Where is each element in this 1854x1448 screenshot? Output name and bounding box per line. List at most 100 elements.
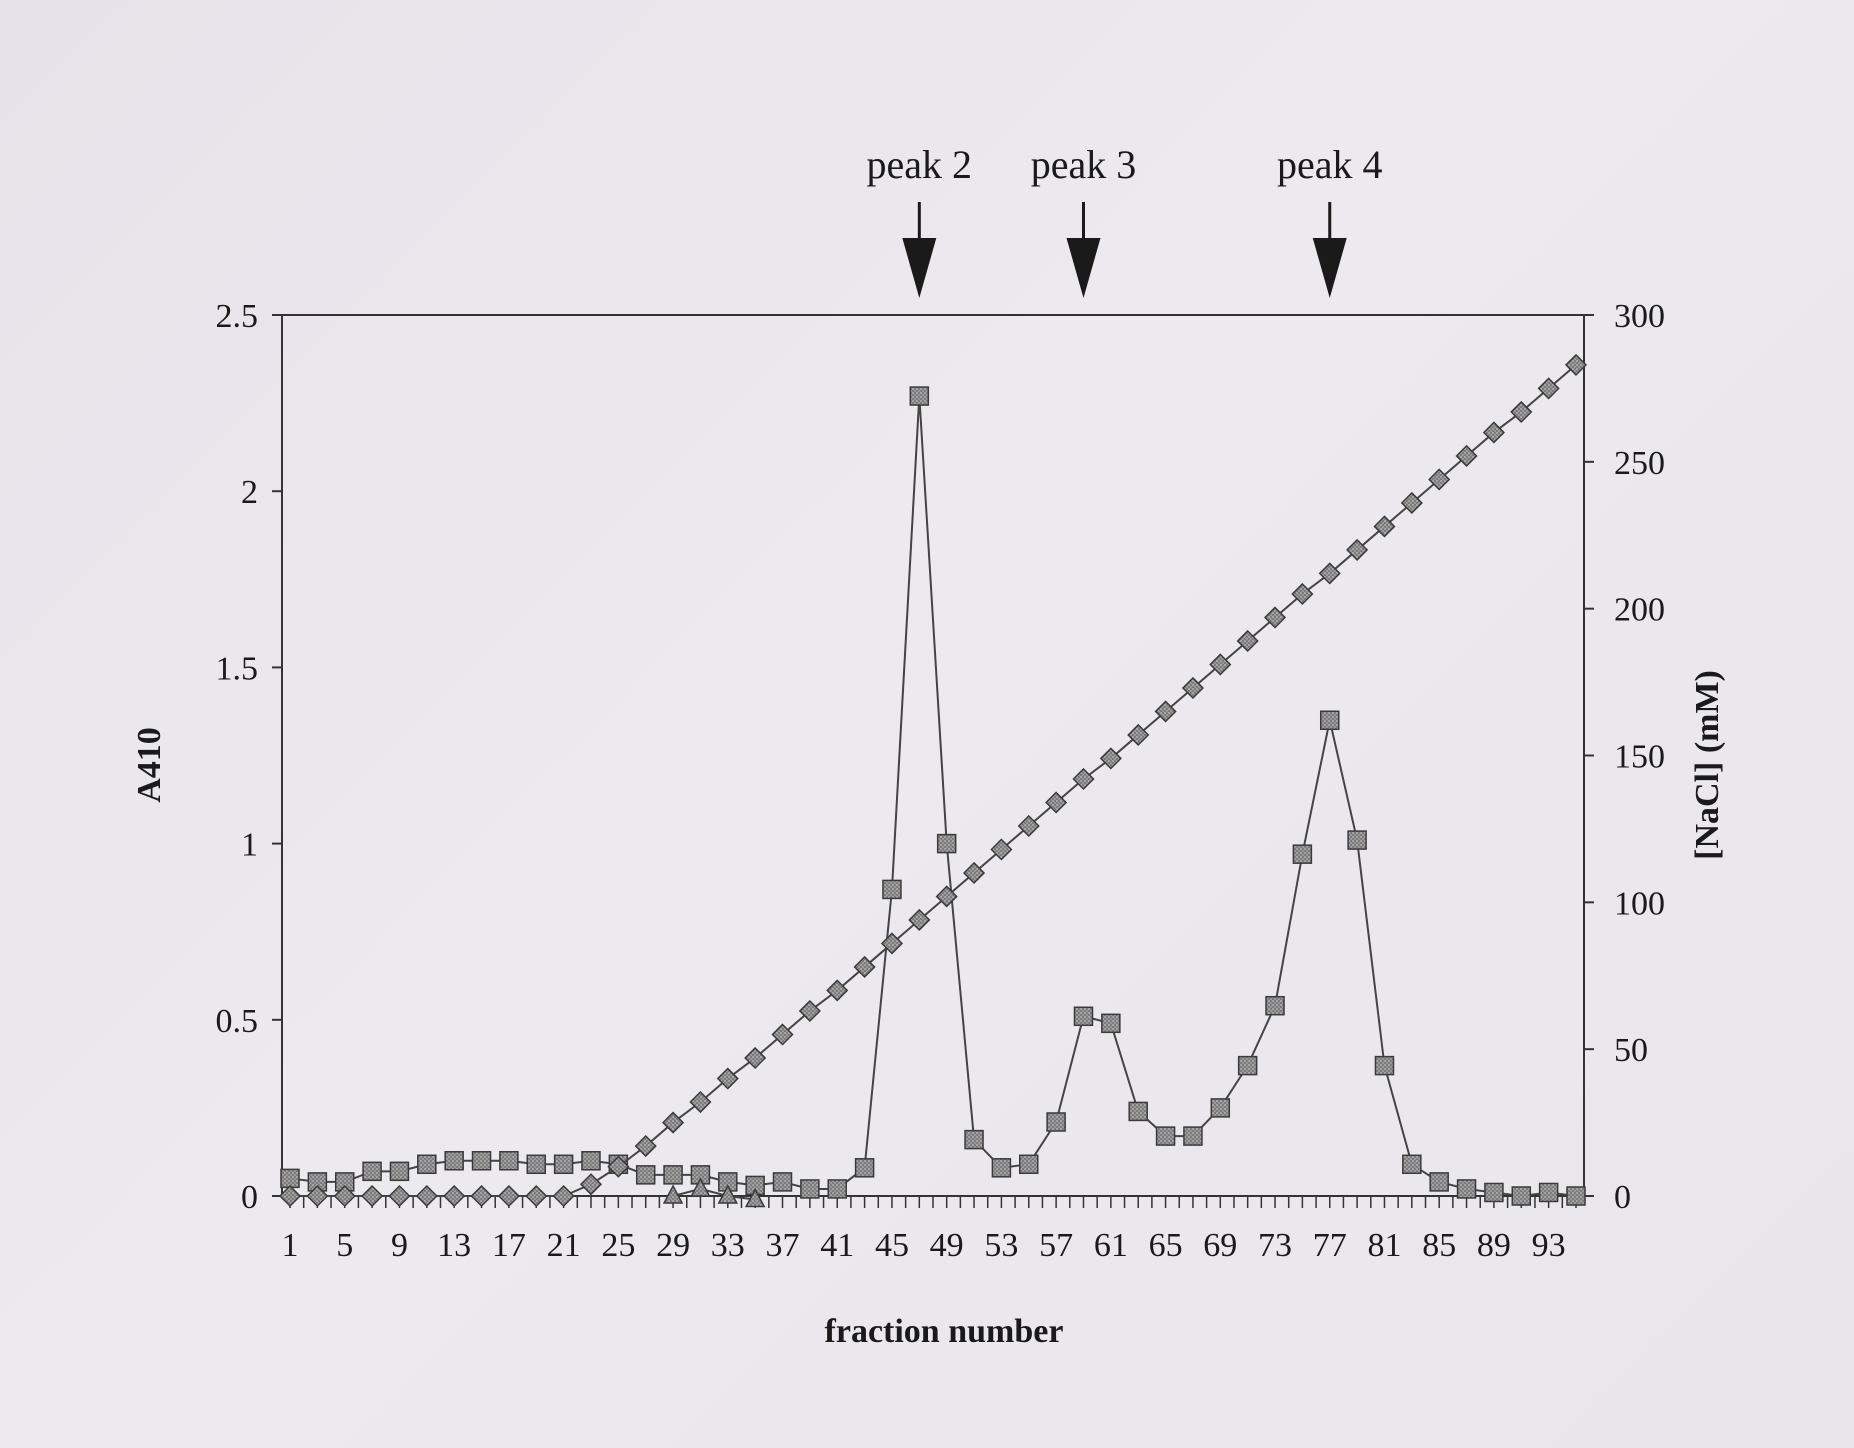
left-y-tick-label: 1 bbox=[241, 827, 258, 864]
peak-label: peak 3 bbox=[1031, 142, 1137, 187]
x-tick-label: 65 bbox=[1149, 1227, 1183, 1264]
data-point-diamond bbox=[552, 1184, 575, 1208]
x-tick-label: 5 bbox=[336, 1227, 353, 1264]
data-point-diamond bbox=[771, 1023, 794, 1046]
left-y-axis: 0 0.5 1 1.5 2 2.5 bbox=[216, 298, 282, 1216]
data-point-diamond bbox=[1209, 653, 1232, 676]
x-tick-label: 1 bbox=[282, 1227, 299, 1264]
data-point-diamond bbox=[716, 1067, 739, 1090]
data-point-square bbox=[1402, 1154, 1422, 1175]
data-point-triangle bbox=[690, 1177, 711, 1197]
series-layer bbox=[278, 353, 1588, 1208]
left-y-axis-title: A410 bbox=[131, 727, 168, 803]
x-tick-label: 85 bbox=[1422, 1227, 1456, 1264]
data-point-square bbox=[499, 1151, 519, 1171]
data-point-square bbox=[417, 1154, 437, 1175]
data-point-square bbox=[1210, 1098, 1231, 1118]
data-point-diamond bbox=[880, 932, 904, 955]
series-line-triangle bbox=[672, 1187, 756, 1201]
peak-annotation: peak 2 bbox=[867, 142, 973, 298]
x-tick-label: 73 bbox=[1258, 1227, 1292, 1264]
data-point-diamond bbox=[470, 1184, 493, 1208]
peak-arrow-head bbox=[1312, 238, 1347, 298]
data-point-square bbox=[991, 1158, 1012, 1178]
peak-annotation: peak 3 bbox=[1031, 142, 1137, 298]
data-point-diamond bbox=[908, 908, 931, 932]
data-point-square bbox=[800, 1179, 820, 1199]
left-y-tick-label: 2.5 bbox=[216, 298, 259, 335]
right-y-tick-label: 0 bbox=[1614, 1179, 1631, 1216]
data-point-diamond bbox=[935, 885, 958, 908]
data-point-square bbox=[1429, 1172, 1449, 1192]
data-point-diamond bbox=[333, 1184, 356, 1208]
data-point-diamond bbox=[1400, 491, 1423, 515]
right-y-tick-label: 100 bbox=[1614, 885, 1665, 922]
data-point-square bbox=[1347, 830, 1367, 850]
data-point-square bbox=[854, 1158, 875, 1178]
data-point-diamond bbox=[1127, 723, 1150, 747]
data-point-diamond bbox=[962, 861, 986, 885]
data-point-square bbox=[362, 1161, 382, 1182]
data-point-diamond bbox=[990, 838, 1013, 861]
data-point-diamond bbox=[1346, 538, 1369, 561]
x-tick-label: 61 bbox=[1094, 1227, 1128, 1264]
data-point-diamond bbox=[1455, 444, 1478, 468]
data-point-square bbox=[1456, 1179, 1477, 1199]
x-tick-label: 49 bbox=[930, 1227, 964, 1264]
data-point-diamond bbox=[1510, 400, 1533, 423]
data-point-diamond bbox=[662, 1111, 685, 1134]
data-point-diamond bbox=[388, 1184, 411, 1208]
data-point-square bbox=[936, 833, 957, 854]
data-point-triangle bbox=[717, 1184, 739, 1204]
data-point-square bbox=[1101, 1013, 1121, 1034]
data-point-diamond bbox=[1373, 515, 1396, 538]
data-point-square bbox=[1292, 844, 1313, 864]
x-tick-label: 9 bbox=[391, 1227, 408, 1264]
data-point-diamond bbox=[634, 1135, 657, 1158]
data-point-diamond bbox=[1017, 814, 1040, 838]
x-tick-label: 81 bbox=[1367, 1227, 1401, 1264]
data-point-square bbox=[1019, 1154, 1039, 1175]
series-square bbox=[280, 386, 1586, 1206]
data-point-diamond bbox=[1045, 791, 1068, 814]
x-tick-label: 93 bbox=[1532, 1227, 1566, 1264]
data-point-diamond bbox=[853, 955, 876, 979]
data-point-square bbox=[1484, 1182, 1504, 1203]
peak-label: peak 2 bbox=[867, 142, 973, 187]
data-point-diamond bbox=[415, 1184, 438, 1208]
x-tick-label: 21 bbox=[547, 1227, 581, 1264]
data-point-square bbox=[1538, 1182, 1559, 1203]
data-point-diamond bbox=[306, 1184, 329, 1208]
data-point-diamond bbox=[579, 1173, 603, 1196]
data-point-diamond bbox=[1072, 767, 1095, 791]
x-tick-label: 33 bbox=[711, 1227, 745, 1264]
x-tick-label: 89 bbox=[1477, 1227, 1511, 1264]
right-y-axis-title: [NaCl] (mM) bbox=[1689, 670, 1726, 860]
right-y-tick-label: 200 bbox=[1614, 592, 1665, 629]
data-point-square bbox=[909, 386, 930, 406]
data-point-square bbox=[964, 1129, 984, 1150]
data-point-diamond bbox=[525, 1184, 548, 1208]
x-tick-label: 45 bbox=[875, 1227, 909, 1264]
right-y-tick-label: 250 bbox=[1614, 445, 1665, 482]
data-point-square bbox=[1155, 1126, 1176, 1146]
data-point-square bbox=[280, 1168, 300, 1189]
data-point-diamond bbox=[497, 1184, 520, 1208]
data-point-square bbox=[663, 1165, 683, 1185]
data-point-diamond bbox=[798, 999, 821, 1023]
x-axis-title: fraction number bbox=[825, 1313, 1064, 1350]
data-point-diamond bbox=[1154, 700, 1177, 723]
data-point-diamond bbox=[1537, 377, 1560, 400]
data-point-square bbox=[1566, 1186, 1586, 1206]
peak-arrow-head bbox=[902, 238, 937, 298]
annotation-layer: peak 2 peak 3 peak 4 bbox=[867, 142, 1383, 298]
x-tick-label: 37 bbox=[766, 1227, 800, 1264]
right-y-axis: 0 50 100 150 200 250 300 bbox=[1584, 298, 1665, 1216]
data-point-square bbox=[1237, 1055, 1258, 1076]
left-y-tick-label: 0.5 bbox=[216, 1003, 259, 1040]
x-tick-label: 57 bbox=[1039, 1227, 1073, 1264]
series-line-square bbox=[289, 395, 1577, 1198]
data-point-square bbox=[389, 1161, 410, 1182]
data-point-square bbox=[635, 1165, 656, 1185]
